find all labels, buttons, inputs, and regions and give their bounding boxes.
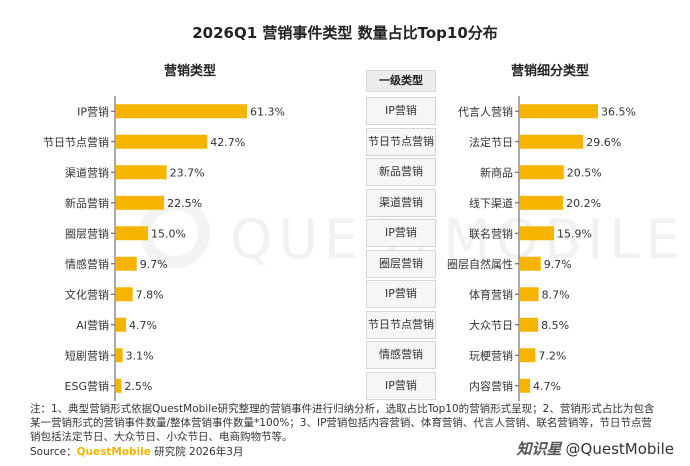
right-bar [520,256,541,271]
left-category-label: AI营销 [76,318,109,332]
right-category-label: 内容营销 [469,379,513,393]
right-category-label: 线下渠道 [469,196,513,210]
left-bar [116,287,133,302]
footnote: 注：1、典型营销形式依据QuestMobile研究整理的营销事件进行归纳分析，选… [30,403,655,443]
left-value-label: 9.7% [140,258,168,271]
left-value-label: 22.5% [167,197,202,210]
right-bar [520,134,584,149]
right-category-label: 代言人营销 [458,104,513,118]
footer-brand: 知识星 @QuestMobile [517,438,674,459]
footer-handle: @QuestMobile [565,440,674,458]
right-value-label: 20.5% [567,166,602,179]
right-bar [520,287,539,302]
level1-cell: 圈层营销 [366,249,436,278]
right-category-label: 新商品 [480,165,513,179]
source-line: Source：QuestMobile 研究院 2026年3月 [30,444,243,459]
right-value-label: 20.2% [566,197,601,210]
left-value-label: 2.5% [124,380,152,393]
left-value-label: 42.7% [210,136,245,149]
right-value-label: 8.7% [542,288,570,301]
right-category-label: 圈层自然属性 [447,257,513,271]
right-category-label: 大众节日 [469,318,513,332]
right-value-label: 29.6% [586,136,621,149]
right-chart-title: 营销细分类型 [510,64,589,79]
right-value-label: 8.5% [541,319,569,332]
level1-header: 一级类型 [366,70,436,92]
right-value-label: 15.9% [557,227,592,240]
left-value-label: 4.7% [129,319,157,332]
left-bar [116,165,167,180]
right-bar [520,378,531,393]
left-bar [116,348,123,363]
right-bar [520,104,598,119]
left-category-label: 节日节点营销 [43,135,109,149]
right-value-label: 4.7% [533,380,561,393]
left-bar [116,134,208,149]
right-value-label: 7.2% [538,349,566,362]
right-category-label: 体育营销 [469,287,513,301]
source-label: Source： [30,446,77,458]
level1-cell: IP营销 [366,97,436,125]
right-bar [520,348,536,363]
left-value-label: 3.1% [126,349,154,362]
level1-cell: 情感营销 [366,341,436,369]
left-value-label: 23.7% [170,166,205,179]
right-category-label: 联名营销 [469,226,513,240]
left-category-label: 渠道营销 [65,165,109,179]
left-category-label: 文化营销 [65,287,109,301]
left-bar [116,378,122,393]
left-category-label: 短剧营销 [65,348,109,362]
level1-cell: IP营销 [366,280,436,308]
level1-cell: IP营销 [366,371,436,400]
page-title: 2026Q1 营销事件类型 数量占比Top10分布 [192,24,498,42]
left-value-label: 61.3% [250,105,285,118]
level1-cell: 节日节点营销 [366,127,436,156]
right-bar [520,317,539,332]
right-category-label: 法定节日 [469,135,513,149]
left-bar [116,195,165,210]
left-chart-title: 营销类型 [163,64,216,79]
right-bar [520,165,564,180]
level1-cell: IP营销 [366,219,436,247]
left-bar [116,226,149,241]
left-bar [116,256,137,271]
source-rest: 研究院 2026年3月 [150,446,244,458]
left-category-label: 情感营销 [65,257,109,271]
level1-cell: 节日节点营销 [366,310,436,339]
left-category-label: 圈层营销 [65,226,109,240]
level1-cell: 新品营销 [366,158,436,186]
right-category-label: 玩梗营销 [469,348,513,362]
level1-cell: 渠道营销 [366,188,436,217]
right-value-label: 9.7% [544,258,572,271]
source-brand: QuestMobile [76,446,151,458]
right-bar [520,226,554,241]
footer-logo: 知识星 [516,440,562,458]
left-category-label: ESG营销 [65,379,109,393]
left-bar [116,104,247,119]
left-bar [116,317,127,332]
right-value-label: 36.5% [601,105,636,118]
left-value-label: 15.0% [151,227,186,240]
right-bar [520,195,564,210]
left-category-label: 新品营销 [65,196,109,210]
left-category-label: IP营销 [77,104,109,118]
left-value-label: 7.8% [136,288,164,301]
